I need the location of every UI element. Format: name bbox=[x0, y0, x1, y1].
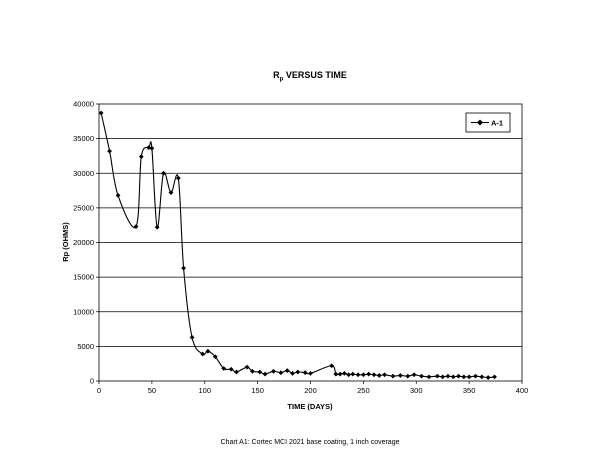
x-tick-label: 200 bbox=[304, 386, 317, 395]
data-point bbox=[397, 373, 403, 378]
data-point bbox=[284, 368, 290, 374]
x-tick-label: 400 bbox=[516, 386, 529, 395]
data-point bbox=[168, 190, 174, 196]
y-tick-label: 10000 bbox=[73, 307, 94, 316]
data-point bbox=[435, 373, 440, 379]
data-point bbox=[485, 375, 491, 380]
data-point bbox=[257, 369, 263, 375]
legend-label: A-1 bbox=[491, 118, 503, 127]
x-tick-label: 250 bbox=[357, 386, 370, 395]
data-point bbox=[249, 368, 255, 374]
data-point bbox=[341, 370, 347, 376]
data-point bbox=[205, 348, 211, 354]
data-point bbox=[450, 374, 456, 380]
data-point bbox=[146, 145, 152, 151]
data-point bbox=[371, 372, 377, 378]
legend-marker bbox=[477, 119, 483, 126]
data-point bbox=[461, 374, 467, 380]
x-tick-label: 300 bbox=[410, 386, 423, 395]
y-axis-label: Rp (OHMS) bbox=[61, 222, 70, 262]
data-point bbox=[360, 372, 366, 378]
x-axis-label: TIME (DAYS) bbox=[287, 402, 333, 411]
data-point bbox=[271, 368, 276, 374]
data-point bbox=[350, 371, 356, 377]
y-tick-label: 40000 bbox=[73, 100, 94, 109]
data-point bbox=[390, 373, 396, 379]
data-point bbox=[466, 374, 472, 380]
data-point bbox=[200, 351, 206, 357]
x-tick-label: 50 bbox=[148, 386, 156, 395]
data-point bbox=[479, 374, 485, 380]
y-tick-label: 25000 bbox=[73, 203, 94, 212]
series-layer bbox=[98, 110, 497, 380]
axis-ticks: 0 5000 10000 15000 20000 25000 30000 35000 40000… bbox=[73, 100, 528, 395]
data-point bbox=[445, 373, 451, 379]
data-point bbox=[278, 370, 284, 376]
data-point bbox=[228, 366, 234, 372]
data-point bbox=[212, 354, 218, 360]
x-tick-label: 350 bbox=[463, 386, 476, 395]
data-point bbox=[107, 148, 112, 154]
data-point bbox=[234, 369, 239, 375]
data-point bbox=[355, 372, 361, 378]
series-line bbox=[100, 112, 495, 379]
data-point bbox=[337, 371, 343, 377]
data-point bbox=[98, 110, 104, 116]
data-point bbox=[382, 372, 387, 378]
y-tick-label: 5000 bbox=[77, 342, 94, 351]
data-point bbox=[440, 374, 446, 380]
x-tick-label: 150 bbox=[251, 386, 264, 395]
data-point bbox=[138, 154, 144, 160]
data-point bbox=[333, 371, 339, 377]
gridlines bbox=[99, 138, 522, 347]
data-point bbox=[329, 363, 335, 369]
data-point bbox=[161, 170, 166, 176]
data-point bbox=[346, 372, 351, 378]
x-tick-label: 0 bbox=[97, 386, 101, 395]
data-point bbox=[376, 373, 382, 378]
chart-caption: Chart A1: Cortec MCI 2021 base coating, … bbox=[221, 439, 400, 446]
data-point bbox=[149, 145, 155, 151]
data-point bbox=[308, 370, 313, 376]
data-point bbox=[456, 373, 461, 379]
data-point bbox=[262, 371, 268, 377]
data-point bbox=[366, 371, 372, 377]
legend: A-1 bbox=[465, 112, 511, 133]
data-point bbox=[290, 370, 295, 376]
data-point bbox=[175, 175, 181, 181]
data-point bbox=[244, 364, 250, 370]
y-tick-label: 35000 bbox=[73, 134, 94, 143]
data-point bbox=[189, 334, 195, 340]
data-point bbox=[492, 374, 497, 380]
data-point bbox=[221, 366, 227, 371]
chart-title: Rp VERSUS TIME bbox=[273, 70, 347, 83]
data-point bbox=[115, 193, 121, 198]
data-point bbox=[295, 369, 301, 375]
y-tick-label: 20000 bbox=[73, 238, 94, 247]
data-point bbox=[133, 224, 139, 229]
y-tick-label: 15000 bbox=[73, 273, 94, 282]
data-point bbox=[426, 374, 432, 380]
data-point bbox=[473, 373, 478, 379]
x-tick-label: 100 bbox=[198, 386, 211, 395]
y-tick-label: 0 bbox=[90, 377, 94, 386]
data-point bbox=[405, 373, 411, 379]
data-point bbox=[302, 370, 308, 376]
data-point bbox=[419, 373, 424, 379]
data-point bbox=[181, 265, 186, 271]
data-point bbox=[411, 372, 417, 378]
y-tick-label: 30000 bbox=[73, 169, 94, 178]
data-point bbox=[154, 224, 160, 230]
